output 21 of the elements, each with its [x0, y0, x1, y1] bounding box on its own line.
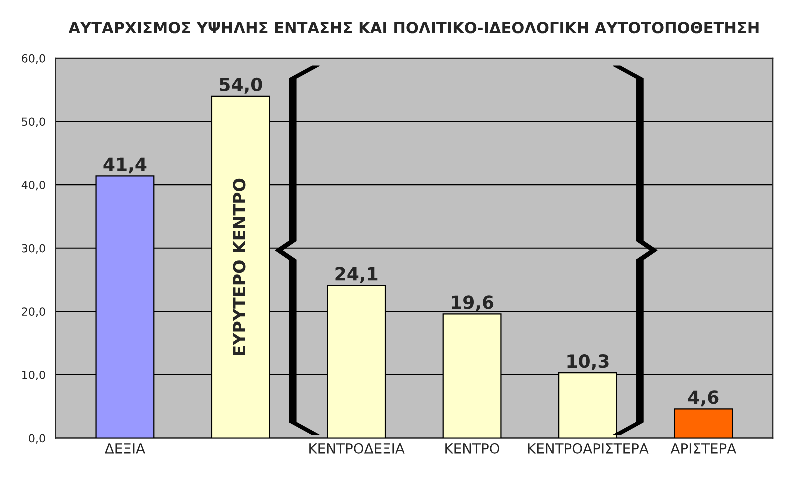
bar: [674, 408, 734, 438]
y-tick-label: 60,0: [22, 54, 46, 64]
data-label: 41,4: [104, 158, 147, 174]
annotation: ΕΥΡΥΤΕΡΟ ΚΕΝΤΡΟ: [233, 178, 246, 356]
y-tick-label: 20,0: [22, 308, 46, 318]
x-tick-label: ΔΕΞΙΑ: [104, 444, 146, 454]
data-label: 24,1: [336, 267, 378, 284]
y-tick-label: 40,0: [22, 181, 46, 191]
x-tick-label: ΚΕΝΤΡΟ: [446, 443, 500, 454]
x-tick-label: ΚΕΝΤΡΟΑΡΙΣΤΕΡΑ: [528, 443, 649, 454]
y-tick-label: 10,0: [22, 370, 46, 381]
data-label: 54,0: [220, 78, 262, 94]
data-label: 10,3: [568, 354, 609, 371]
data-label: 4,6: [688, 390, 719, 407]
chart-title: ΑΥΤΑΡΧΙΣΜΟΣ ΥΨΗΛΗΣ ΕΝΤΑΣΗΣ ΚΑΙ ΠΟΛΙΤΙΚΟ-ΙΔΕΟΛΟΓΙΚΗ ΑΥΤΟΤΟΠΟΘΕΤΗΣΗ: [68, 22, 759, 34]
y-tick-label: 50,0: [22, 118, 46, 128]
y-tick-label: 30,0: [22, 244, 46, 254]
y-tick-label: 0,0: [29, 434, 46, 444]
data-label: 19,6: [452, 296, 494, 312]
x-tick-label: ΚΕΝΤΡΟΔΕΞΙΑ: [310, 443, 405, 454]
x-tick-label: ΑΡΙΣΤΕΡΑ: [670, 444, 736, 454]
